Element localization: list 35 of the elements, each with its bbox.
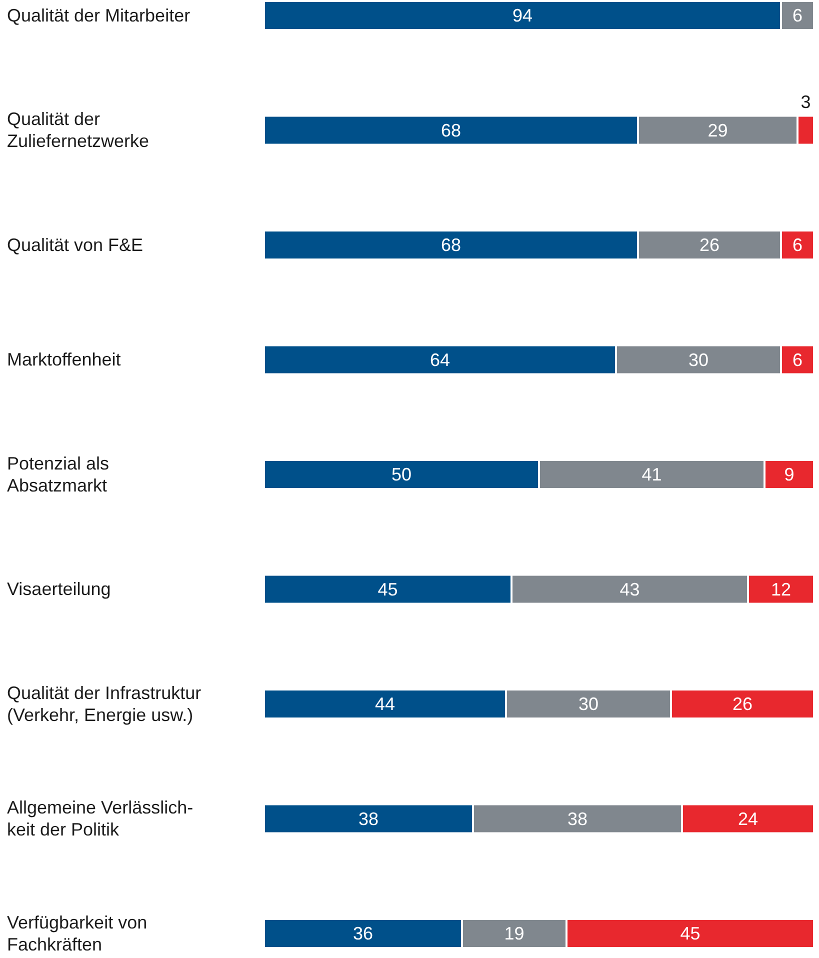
data-label: 45 bbox=[378, 579, 398, 600]
y-tick-label: Qualität von F&E bbox=[7, 234, 144, 255]
y-tick-label: Verfügbarkeit von Fachkräften bbox=[7, 912, 148, 954]
data-label: 64 bbox=[430, 350, 450, 370]
data-label: 41 bbox=[642, 464, 662, 484]
data-label: 9 bbox=[784, 464, 794, 484]
data-label: 24 bbox=[738, 808, 758, 829]
data-label: 50 bbox=[391, 464, 412, 484]
data-label: 6 bbox=[792, 235, 803, 255]
data-label: 45 bbox=[680, 924, 700, 944]
data-label: 94 bbox=[512, 6, 533, 26]
y-tick-label: Qualität der Mitarbeiter bbox=[7, 5, 190, 26]
data-label: 3 bbox=[800, 92, 811, 112]
data-label: 29 bbox=[708, 120, 728, 140]
y-tick-label: Allgemeine Verlässlich- keit der Politik bbox=[7, 798, 194, 840]
y-tick-label: Marktoffenheit bbox=[7, 350, 121, 370]
y-tick-label: Qualität der Infrastruktur (Verkehr, Energie usw.) bbox=[7, 682, 202, 725]
data-label: 26 bbox=[732, 694, 753, 714]
data-label: 68 bbox=[440, 235, 462, 255]
data-label: 6 bbox=[792, 350, 803, 370]
data-label: 44 bbox=[374, 694, 396, 714]
y-tick-label: Qualität der Zuliefernetzwerke bbox=[7, 109, 150, 152]
data-label: 30 bbox=[578, 694, 599, 714]
data-label: 30 bbox=[688, 350, 709, 370]
y-tick-label: Potenzial als Absatzmarkt bbox=[7, 453, 110, 496]
data-label: 19 bbox=[504, 924, 524, 944]
data-label: 36 bbox=[352, 924, 374, 944]
data-label: 6 bbox=[792, 6, 803, 26]
data-label: 43 bbox=[620, 579, 640, 600]
data-label: 12 bbox=[770, 579, 792, 600]
data-label: 38 bbox=[358, 808, 379, 829]
data-label: 26 bbox=[699, 235, 720, 255]
data-label: 38 bbox=[567, 808, 588, 829]
y-tick-label: Visaerteilung bbox=[7, 579, 111, 600]
data-label: 68 bbox=[440, 120, 462, 140]
